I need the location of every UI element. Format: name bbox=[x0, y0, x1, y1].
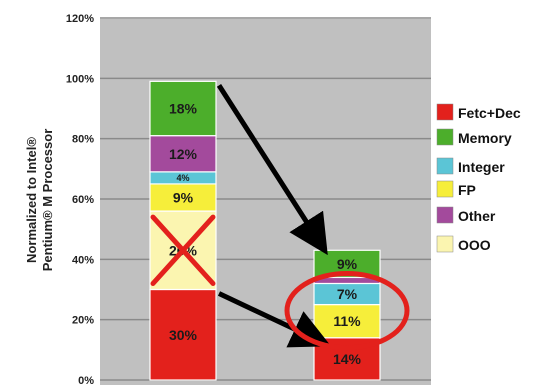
legend-swatch bbox=[436, 128, 454, 146]
data-label: 4% bbox=[176, 173, 189, 183]
legend-label: Integer bbox=[458, 159, 505, 175]
highlight-ellipse bbox=[284, 270, 410, 351]
y-axis-ticks: 0% 20% 40% 60% 80% 100% 120% bbox=[66, 13, 94, 387]
cross-out-line bbox=[150, 214, 216, 286]
data-label: 30% bbox=[169, 327, 198, 343]
y-tick-label: 40% bbox=[72, 254, 94, 266]
legend-label: OOO bbox=[458, 237, 491, 253]
data-label: 11% bbox=[333, 313, 361, 329]
bar-segment-other bbox=[149, 135, 217, 173]
y-axis-label: Normalized to Intel®Pentium® M Processor bbox=[24, 129, 55, 272]
legend-label: FP bbox=[458, 182, 476, 198]
bars bbox=[149, 80, 381, 381]
y-tick-label: 80% bbox=[72, 134, 94, 146]
y-axis-label-line: Pentium® M Processor bbox=[40, 129, 55, 272]
bar-segment-memory bbox=[149, 80, 217, 137]
bar-segment-fp bbox=[149, 183, 217, 212]
legend-swatch bbox=[436, 235, 454, 253]
legend-swatch bbox=[436, 103, 454, 121]
data-label: 9% bbox=[173, 189, 194, 205]
y-tick-label: 100% bbox=[66, 73, 94, 85]
data-labels: 30%26%9%4%12%18%14%11%7%9% bbox=[169, 101, 362, 367]
legend: Fetc+Dec Memory Integer FP Other OOO bbox=[436, 103, 521, 253]
y-tick-label: 0% bbox=[78, 375, 94, 387]
y-tick-label: 20% bbox=[72, 315, 94, 327]
y-tick-label: 120% bbox=[66, 13, 94, 25]
data-label: 9% bbox=[337, 256, 358, 272]
data-label: 18% bbox=[169, 101, 198, 117]
arrow-top bbox=[216, 84, 328, 256]
annotations bbox=[150, 84, 410, 351]
legend-swatch bbox=[436, 157, 454, 175]
legend-swatch bbox=[436, 180, 454, 198]
legend-label: Other bbox=[458, 208, 496, 224]
data-label: 7% bbox=[337, 286, 358, 302]
data-label: 14% bbox=[333, 351, 362, 367]
data-label: 12% bbox=[169, 146, 198, 162]
y-tick-label: 60% bbox=[72, 194, 94, 206]
legend-label: Memory bbox=[458, 130, 512, 146]
y-axis-label-line: Normalized to Intel® bbox=[24, 137, 39, 263]
legend-swatch bbox=[436, 206, 454, 224]
legend-label: Fetc+Dec bbox=[458, 105, 521, 121]
